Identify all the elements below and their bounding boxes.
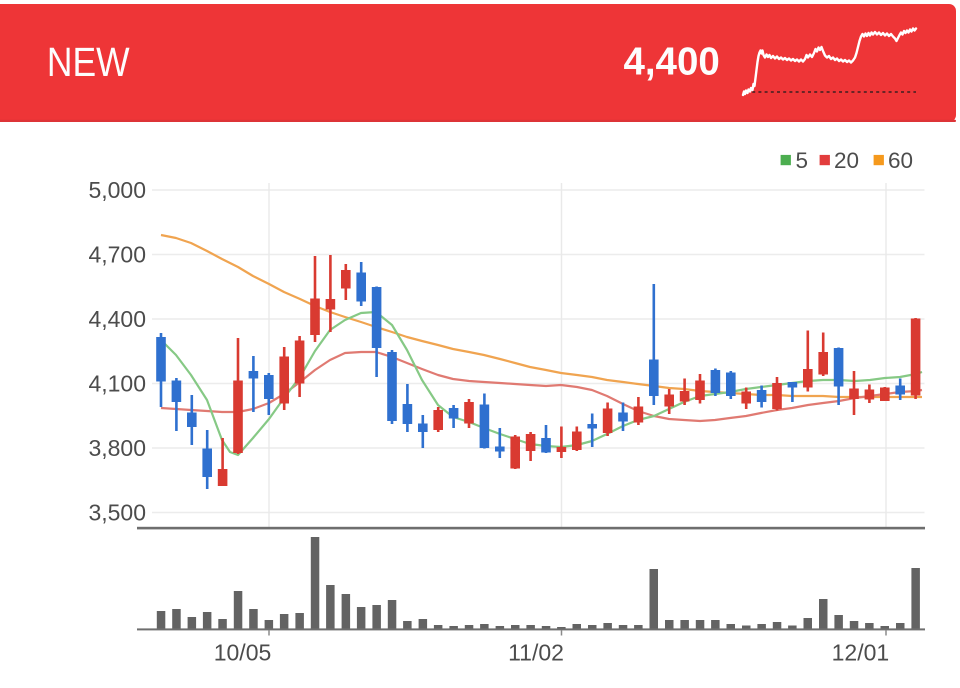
svg-text:20: 20 bbox=[834, 148, 859, 173]
svg-text:10/05: 10/05 bbox=[214, 640, 272, 666]
svg-text:12/01: 12/01 bbox=[832, 640, 890, 666]
svg-text:NEW: NEW bbox=[47, 41, 130, 86]
svg-text:3,500: 3,500 bbox=[88, 500, 146, 526]
svg-text:4,700: 4,700 bbox=[88, 242, 146, 268]
svg-text:5: 5 bbox=[796, 148, 809, 173]
svg-text:60: 60 bbox=[888, 148, 913, 173]
svg-text:11/02: 11/02 bbox=[508, 640, 564, 666]
svg-text:4,100: 4,100 bbox=[88, 371, 146, 397]
svg-text:4,400: 4,400 bbox=[88, 306, 146, 332]
svg-text:5,000: 5,000 bbox=[88, 177, 146, 203]
svg-text:4,400: 4,400 bbox=[623, 40, 719, 83]
svg-text:3,800: 3,800 bbox=[88, 435, 146, 461]
